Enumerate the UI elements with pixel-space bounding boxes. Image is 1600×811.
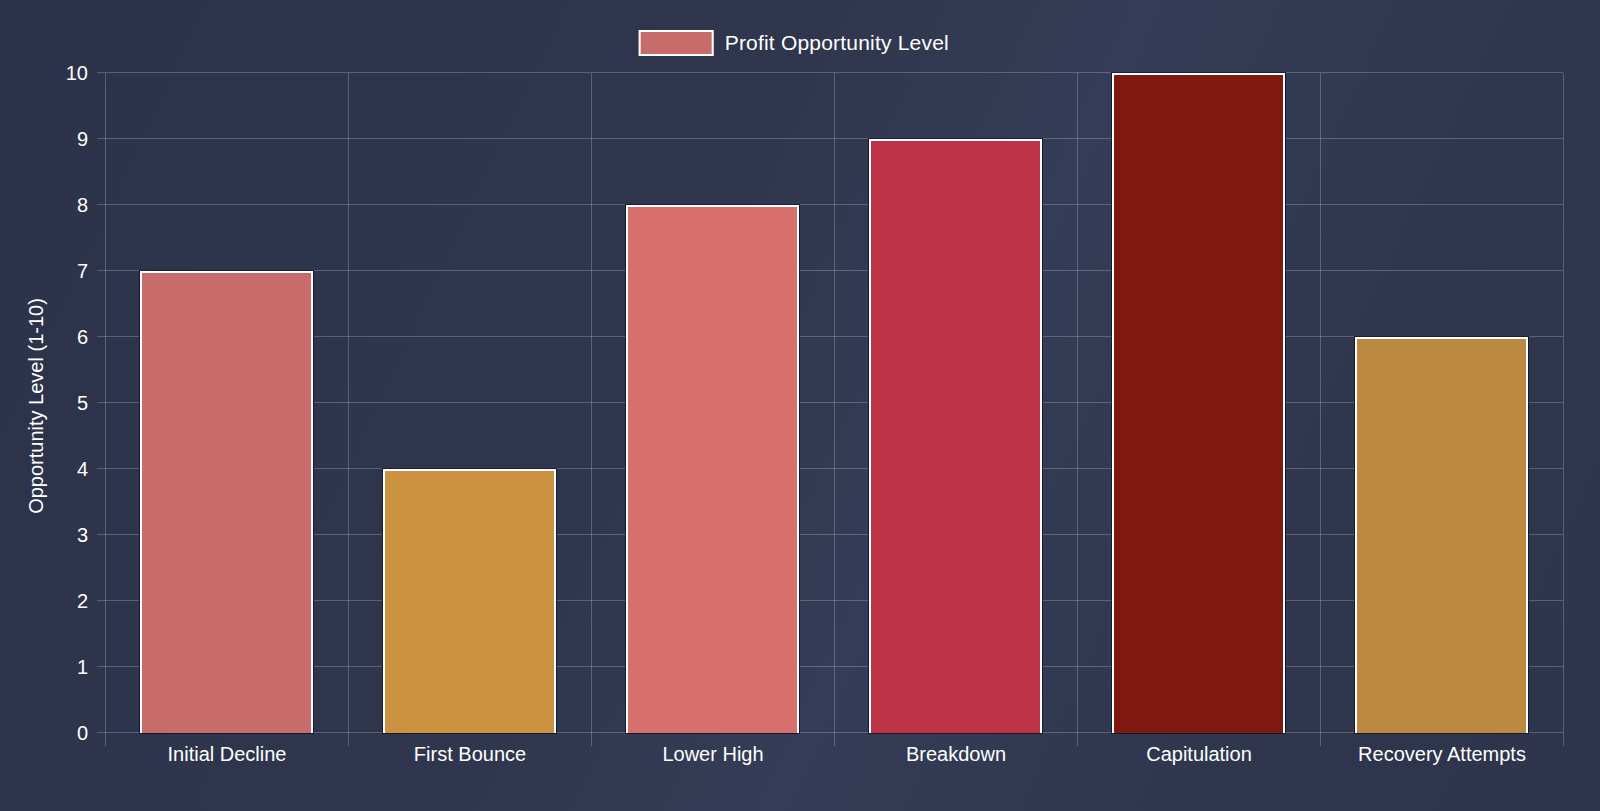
chart-legend: Profit Opportunity Level (639, 30, 949, 56)
bar-recovery-attempts (1355, 337, 1528, 733)
h-gridline-1 (97, 666, 1563, 667)
y-tick-label-5: 5 (0, 392, 88, 414)
y-tick-label-1: 1 (0, 656, 88, 678)
y-tick-label-2: 2 (0, 590, 88, 612)
h-gridline-5 (97, 402, 1563, 403)
y-tick-label-8: 8 (0, 194, 88, 216)
h-gridline-7 (97, 270, 1563, 271)
h-gridline-0 (97, 732, 1563, 733)
v-gridline-4 (1077, 73, 1078, 746)
h-gridline-3 (97, 534, 1563, 535)
bar-chart: Profit Opportunity Level Opportunity Lev… (0, 0, 1600, 811)
x-label-initial-decline: Initial Decline (168, 739, 287, 769)
y-axis-tick-labels: 012345678910 (0, 73, 88, 733)
h-gridline-10 (97, 72, 1563, 73)
bar-lower-high (626, 205, 799, 733)
y-tick-label-7: 7 (0, 260, 88, 282)
legend-swatch (639, 30, 714, 56)
h-gridline-4 (97, 468, 1563, 469)
h-gridline-6 (97, 336, 1563, 337)
bar-first-bounce (383, 469, 556, 733)
x-label-capitulation: Capitulation (1146, 739, 1252, 769)
v-gridline-0 (105, 73, 106, 746)
y-tick-label-9: 9 (0, 128, 88, 150)
y-tick-label-4: 4 (0, 458, 88, 480)
legend-item-profit-opportunity-level[interactable]: Profit Opportunity Level (639, 30, 949, 56)
h-gridline-9 (97, 138, 1563, 139)
legend-label: Profit Opportunity Level (725, 31, 949, 55)
x-label-first-bounce: First Bounce (414, 739, 526, 769)
h-gridline-8 (97, 204, 1563, 205)
v-gridline-6 (1563, 73, 1564, 746)
plot-area (105, 73, 1563, 733)
bar-initial-decline (140, 271, 313, 733)
v-gridline-5 (1320, 73, 1321, 746)
bar-breakdown (869, 139, 1042, 733)
x-label-breakdown: Breakdown (906, 739, 1006, 769)
h-gridline-2 (97, 600, 1563, 601)
y-tick-label-10: 10 (0, 62, 88, 84)
x-label-lower-high: Lower High (662, 739, 763, 769)
y-tick-label-3: 3 (0, 524, 88, 546)
x-label-recovery-attempts: Recovery Attempts (1358, 739, 1526, 769)
v-gridline-1 (348, 73, 349, 746)
bar-capitulation (1112, 73, 1285, 733)
v-gridline-2 (591, 73, 592, 746)
x-axis-category-labels: Initial Decline First Bounce Lower High Bre… (105, 739, 1563, 773)
y-tick-label-6: 6 (0, 326, 88, 348)
y-tick-label-0: 0 (0, 722, 88, 744)
v-gridline-3 (834, 73, 835, 746)
